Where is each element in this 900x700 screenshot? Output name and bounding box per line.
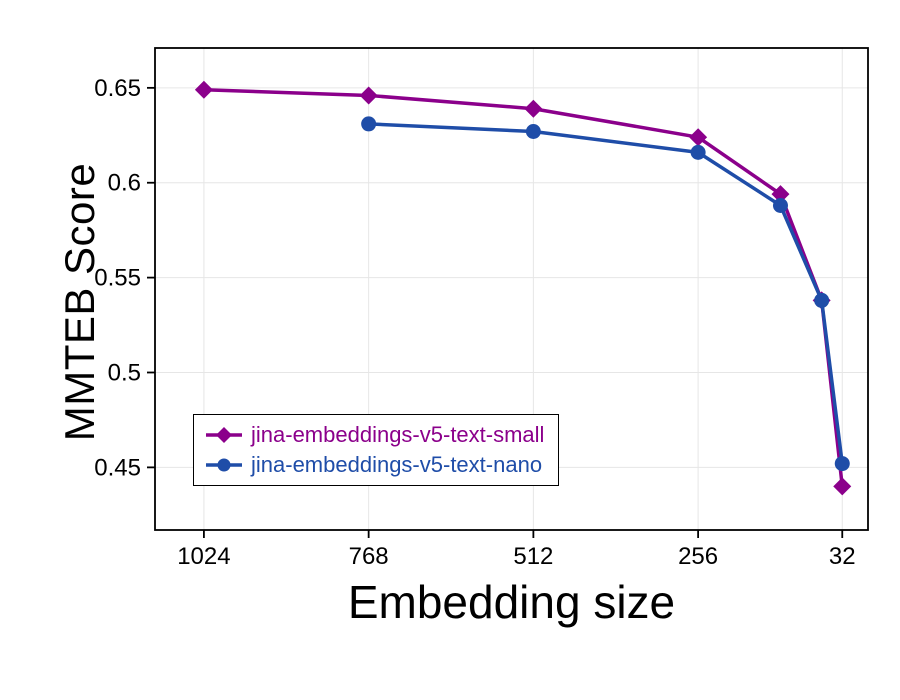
circle-marker [834,456,850,472]
legend: jina-embeddings-v5-text-small jina-embedd… [193,414,560,486]
circle-marker [361,116,377,132]
x-tick-label: 256 [678,543,718,570]
circle-marker [690,144,706,160]
diamond-legend-swatch-icon [206,427,242,443]
x-tick-label: 768 [349,543,389,570]
series-line [366,122,845,466]
diamond-marker [194,80,213,99]
y-tick-label: 0.65 [94,75,141,102]
diamond-marker [524,99,543,118]
circle-marker [217,458,231,472]
y-tick-label: 0.45 [94,454,141,481]
diamond-marker [771,185,790,204]
legend-item: jina-embeddings-v5-text-nano [204,452,544,478]
circle-marker [525,123,541,139]
legend-item: jina-embeddings-v5-text-small [204,422,544,448]
y-tick-label: 0.6 [108,170,141,197]
circle-legend-swatch-icon [206,458,242,472]
diamond-marker [216,427,232,443]
series-jina-embeddings-v5-text-nano [361,116,850,472]
x-tick-label: 1024 [177,543,230,570]
x-tick-label: 32 [829,543,856,570]
circle-marker [772,198,788,214]
diamond-marker [689,128,708,147]
y-tick-label: 0.55 [94,265,141,292]
diamond-marker [833,477,852,496]
y-axis-label: MMTEB Score [56,162,103,442]
diamond-marker [359,86,378,105]
circle-marker [814,292,830,308]
plot-border [154,47,869,531]
y-tick-label: 0.5 [108,359,141,386]
x-axis-label: Embedding size [347,576,676,628]
legend-label: jina-embeddings-v5-text-nano [251,452,543,477]
legend-label: jina-embeddings-v5-text-small [251,422,545,447]
x-tick-label: 512 [513,543,553,570]
